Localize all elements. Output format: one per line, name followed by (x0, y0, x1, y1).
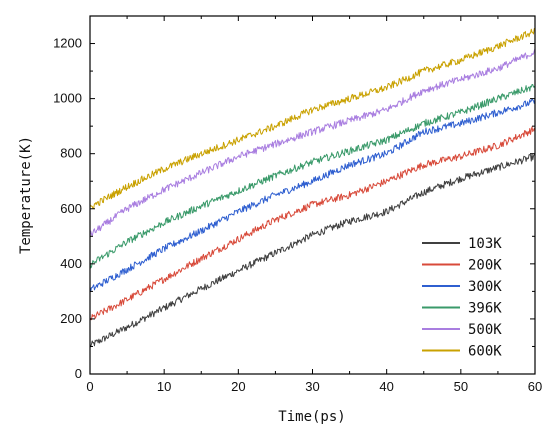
x-tick-label: 50 (454, 379, 468, 394)
series-line-200K (89, 126, 536, 321)
y-tick-label: 800 (60, 146, 82, 161)
legend-label: 103K (468, 236, 502, 252)
legend-label: 600K (468, 344, 502, 360)
x-tick-label: 40 (379, 379, 393, 394)
series-line-396K (89, 83, 536, 269)
series-line-300K (89, 98, 536, 292)
legend: 103K 200K 300K 396K 500K 600K (422, 236, 502, 360)
legend-label: 500K (468, 322, 502, 338)
x-tick-label: 10 (157, 379, 171, 394)
y-tick-label: 1000 (53, 91, 82, 106)
y-axis-title: Temperature(K) (18, 136, 34, 254)
y-tick-label: 600 (60, 201, 82, 216)
series-line-600K (89, 28, 536, 210)
y-tick-label: 200 (60, 311, 82, 326)
legend-label: 396K (468, 301, 502, 317)
series-layer (89, 28, 536, 348)
x-tick-label: 20 (231, 379, 245, 394)
y-tick-label: 0 (75, 366, 82, 381)
series-line-103K (89, 153, 536, 348)
x-tick-label: 0 (86, 379, 93, 394)
x-axis-title: Time(ps) (278, 409, 345, 425)
y-tick-label: 400 (60, 256, 82, 271)
y-tick-label: 1200 (53, 36, 82, 51)
series-line-500K (89, 48, 536, 237)
legend-label: 300K (468, 279, 502, 295)
x-tick-label: 30 (305, 379, 319, 394)
x-tick-label: 60 (528, 379, 542, 394)
legend-label: 200K (468, 258, 502, 274)
